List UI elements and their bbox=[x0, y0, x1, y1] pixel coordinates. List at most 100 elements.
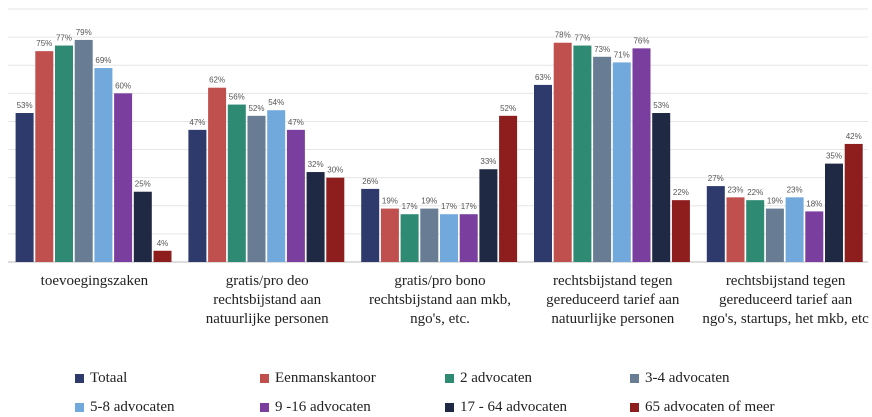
legend-entry: 9 -16 advocaten bbox=[260, 399, 371, 416]
value-label: 60% bbox=[115, 81, 131, 90]
bar bbox=[267, 110, 286, 262]
legend-label: 3-4 advocaten bbox=[645, 370, 730, 386]
bar bbox=[825, 163, 843, 262]
value-label: 53% bbox=[17, 101, 33, 110]
value-label: 23% bbox=[787, 185, 803, 194]
bar bbox=[55, 45, 73, 262]
bar bbox=[94, 68, 113, 263]
bar bbox=[671, 200, 690, 262]
bar bbox=[706, 186, 725, 262]
legend-label: 2 advocaten bbox=[460, 370, 533, 386]
x-tick-label: toevoegingszaken bbox=[40, 273, 149, 289]
value-label: 52% bbox=[248, 104, 264, 113]
bar bbox=[74, 39, 93, 262]
value-label: 17% bbox=[402, 202, 418, 211]
value-label: 19% bbox=[421, 197, 437, 206]
bar bbox=[420, 208, 439, 262]
value-label: 62% bbox=[209, 76, 225, 85]
value-label: 47% bbox=[288, 118, 304, 127]
value-label: 17% bbox=[461, 202, 477, 211]
bar bbox=[534, 84, 552, 263]
legend-label: 5-8 advocaten bbox=[90, 399, 175, 415]
legend-swatch bbox=[260, 374, 269, 383]
x-tick-label: rechtsbijstand tegen gereduceerd tarief … bbox=[702, 273, 869, 327]
value-label: 22% bbox=[673, 188, 689, 197]
legend-label: 17 - 64 advocaten bbox=[460, 399, 568, 415]
value-label: 63% bbox=[535, 73, 551, 82]
legend-swatch bbox=[630, 374, 639, 383]
value-label: 77% bbox=[574, 34, 590, 43]
value-label: 19% bbox=[382, 197, 398, 206]
bar bbox=[380, 208, 399, 262]
value-label: 79% bbox=[76, 28, 92, 37]
legend-label: Totaal bbox=[90, 370, 128, 386]
legend-swatch bbox=[75, 374, 84, 383]
value-label: 23% bbox=[727, 185, 743, 194]
value-label: 52% bbox=[500, 104, 516, 113]
bar bbox=[459, 214, 478, 262]
value-label: 4% bbox=[157, 239, 169, 248]
value-label: 47% bbox=[189, 118, 205, 127]
value-label: 78% bbox=[555, 31, 571, 40]
legend-entry: 17 - 64 advocaten bbox=[445, 399, 567, 416]
bar bbox=[153, 250, 172, 262]
value-label: 77% bbox=[56, 34, 72, 43]
value-label: 18% bbox=[806, 199, 822, 208]
value-label: 75% bbox=[36, 39, 52, 48]
bar bbox=[326, 177, 345, 262]
bar bbox=[573, 45, 592, 262]
bar bbox=[612, 62, 631, 263]
bar bbox=[553, 42, 572, 262]
bar bbox=[499, 115, 518, 262]
legend-swatch bbox=[630, 403, 639, 412]
value-label: 69% bbox=[95, 56, 111, 65]
legend-entry: Eenmanskantoor bbox=[260, 370, 376, 387]
legend-swatch bbox=[445, 374, 454, 383]
value-label: 56% bbox=[229, 93, 245, 102]
legend-label: 65 advocaten of meer bbox=[645, 399, 775, 415]
bar bbox=[247, 115, 266, 262]
legend-label: Eenmanskantoor bbox=[275, 370, 376, 386]
bar bbox=[400, 214, 419, 262]
value-label: 17% bbox=[441, 202, 457, 211]
value-label: 32% bbox=[308, 160, 324, 169]
x-tick-label: rechtsbijstand tegen gereduceerd tarief … bbox=[546, 273, 680, 327]
bar bbox=[133, 191, 152, 262]
legend-label: 9 -16 advocaten bbox=[275, 399, 371, 415]
bar bbox=[844, 143, 863, 262]
bar bbox=[726, 197, 745, 262]
bar bbox=[15, 113, 34, 262]
x-tick-label: gratis/pro deo rechtsbijstand aan natuur… bbox=[205, 273, 329, 327]
value-label: 33% bbox=[480, 157, 496, 166]
chart: 53%75%77%79%69%60%25%4%47%62%56%52%54%47… bbox=[8, 8, 868, 263]
value-label: 19% bbox=[767, 197, 783, 206]
value-label: 71% bbox=[614, 50, 630, 59]
bar bbox=[188, 129, 207, 262]
value-label: 25% bbox=[135, 180, 151, 189]
bar bbox=[652, 113, 671, 262]
legend-swatch bbox=[445, 403, 454, 412]
bar bbox=[746, 200, 765, 262]
value-label: 76% bbox=[633, 36, 649, 45]
bar bbox=[479, 169, 498, 262]
bar bbox=[805, 211, 824, 262]
value-label: 73% bbox=[594, 45, 610, 54]
bar bbox=[208, 87, 227, 262]
value-label: 30% bbox=[327, 166, 343, 175]
value-label: 35% bbox=[826, 152, 842, 161]
bar bbox=[306, 172, 325, 262]
bar bbox=[632, 48, 651, 262]
bar bbox=[114, 93, 133, 262]
value-label: 42% bbox=[846, 132, 862, 141]
bar bbox=[35, 51, 54, 262]
bar bbox=[361, 188, 380, 262]
legend-entry: 65 advocaten of meer bbox=[630, 399, 775, 416]
value-label: 54% bbox=[268, 98, 284, 107]
value-label: 53% bbox=[653, 101, 669, 110]
legend-swatch bbox=[260, 403, 269, 412]
legend-entry: 5-8 advocaten bbox=[75, 399, 175, 416]
value-label: 26% bbox=[362, 177, 378, 186]
value-label: 22% bbox=[747, 188, 763, 197]
value-label: 27% bbox=[708, 174, 724, 183]
